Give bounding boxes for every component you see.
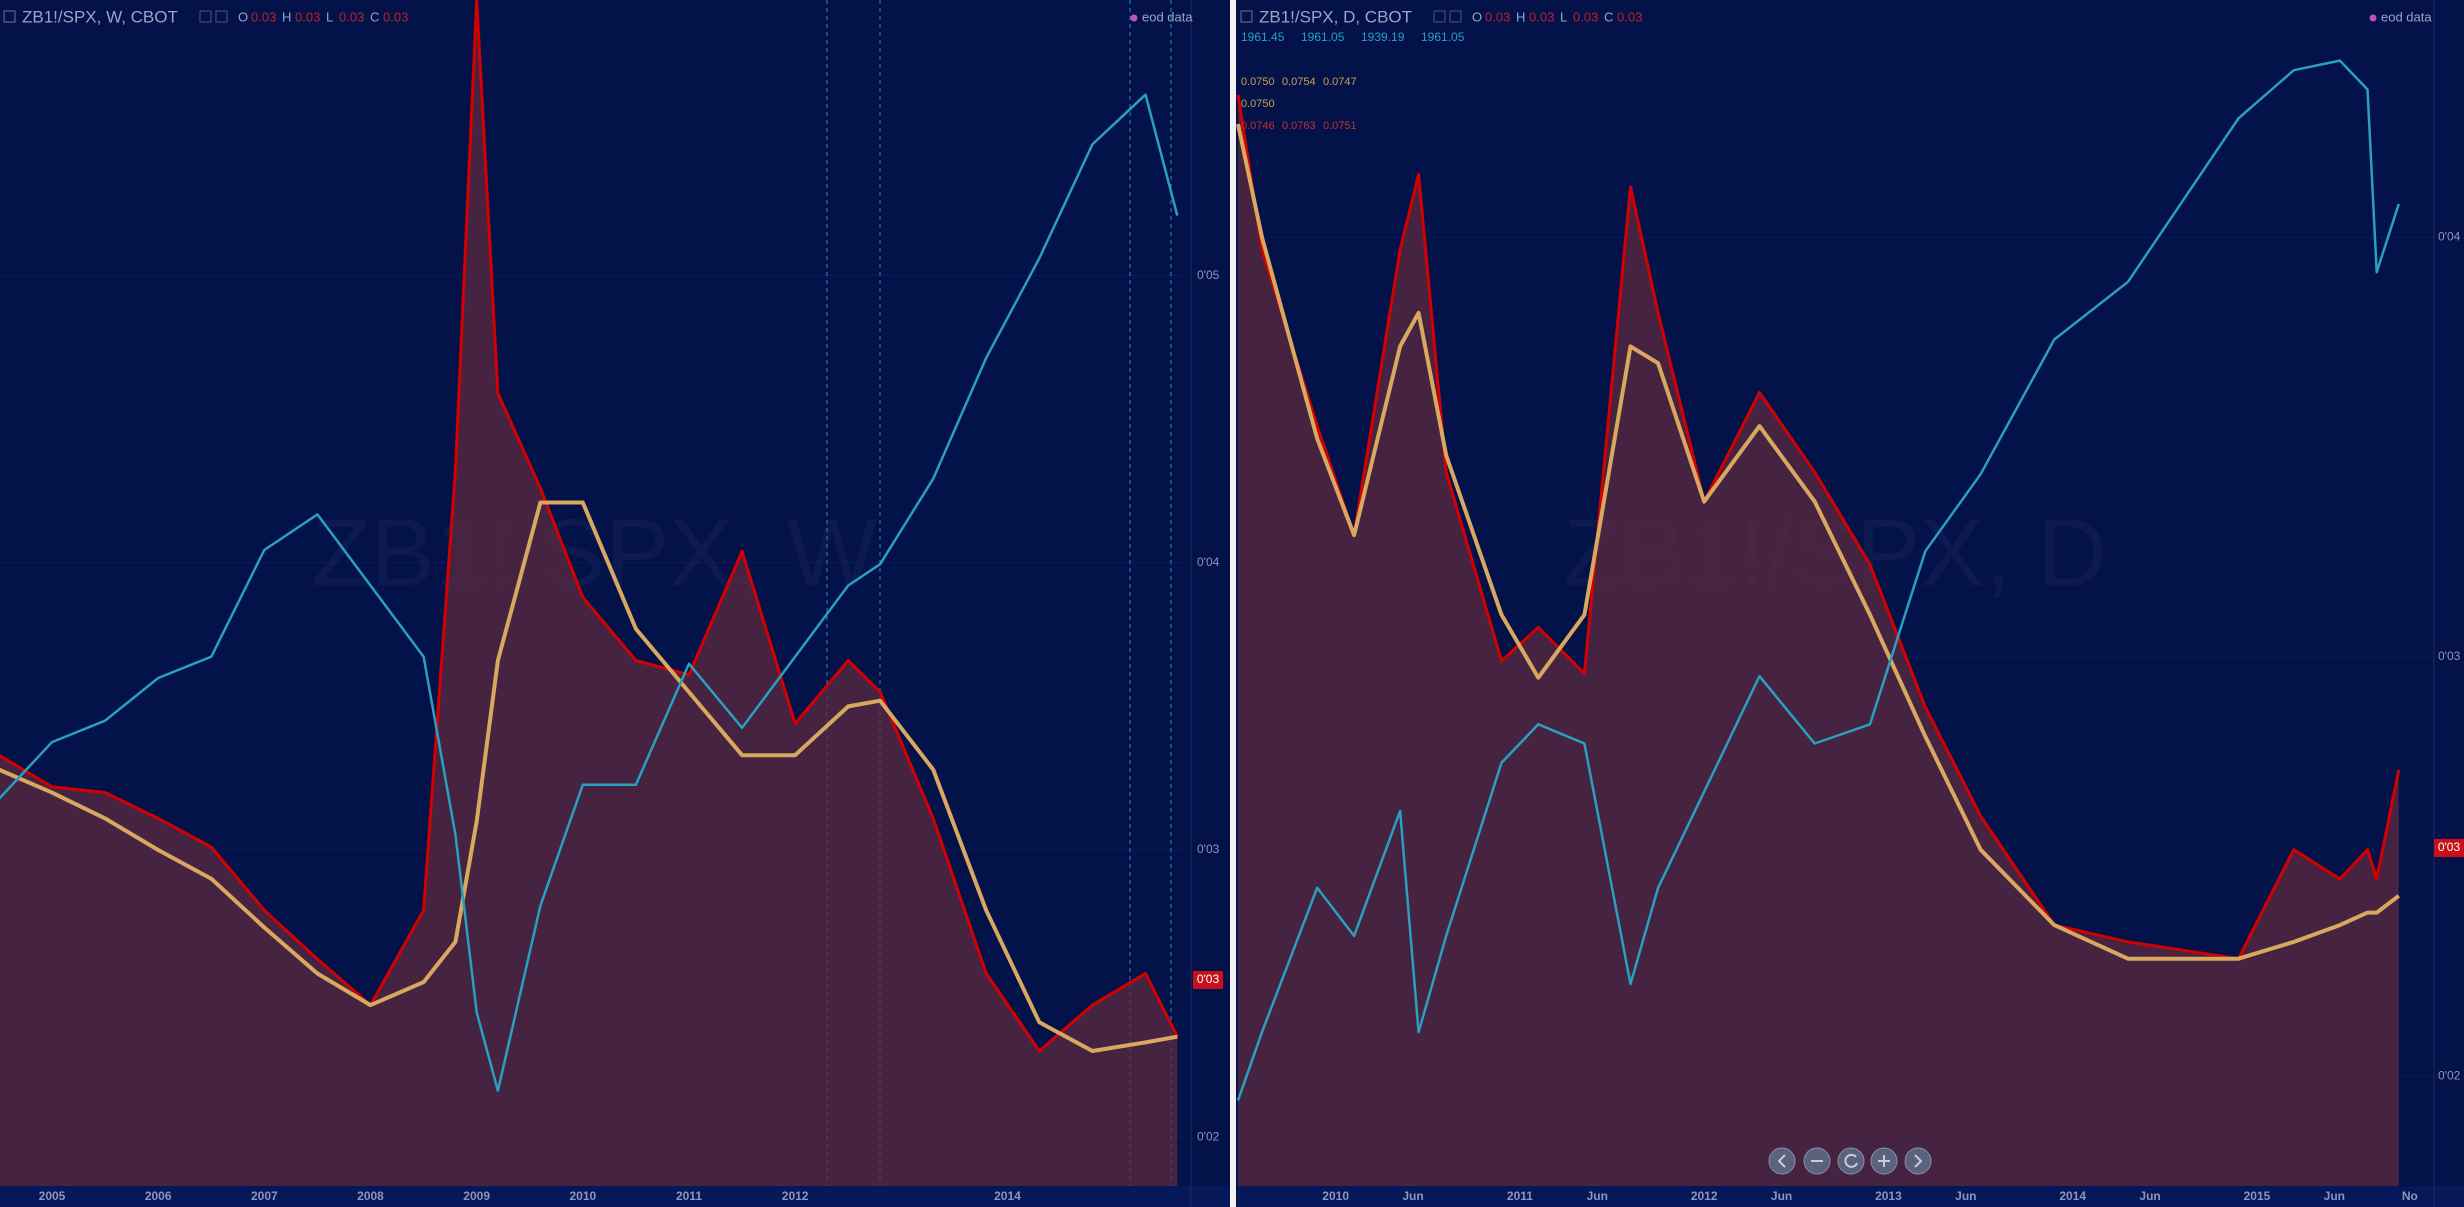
ohlc-label: O [238, 9, 248, 24]
price-badge-label: 0'03 [2438, 840, 2461, 854]
ohlc-label: L [1560, 9, 1567, 24]
y-tick-label: 0'03 [1197, 842, 1220, 856]
status-dot [1130, 14, 1138, 22]
price-badge [1193, 971, 1223, 989]
spx-value: 1961.05 [1301, 30, 1345, 44]
x-tick-label: 2005 [39, 1189, 66, 1203]
x-tick-label: No [2402, 1189, 2418, 1203]
y-tick-label: 0'04 [1197, 555, 1220, 569]
settings-icon[interactable] [215, 10, 228, 23]
ohlc-value: 0.03 [339, 9, 364, 24]
ohlc-label: C [1604, 9, 1613, 24]
glyph [1777, 1154, 1786, 1168]
x-tick-label: Jun [2324, 1189, 2345, 1203]
symbol-title[interactable]: ZB1!/SPX, D, CBOT [1259, 7, 1412, 26]
panel-divider[interactable] [1230, 0, 1236, 1207]
x-tick-label: 2014 [994, 1189, 1021, 1203]
series-line [0, 500, 1178, 1053]
x-tick-label: 2011 [676, 1189, 702, 1203]
area-line [1236, 94, 2401, 961]
navigation-glyphs [1777, 1153, 1923, 1168]
y-tick-label: 0'04 [2438, 230, 2461, 244]
y-tick-label: 0'05 [1197, 268, 1220, 282]
glyph [1914, 1154, 1923, 1168]
ohlc-value: 0.03 [1617, 9, 1642, 24]
indicator-value: 0.0751 [1323, 120, 1357, 132]
collapse-icon[interactable] [1240, 10, 1253, 23]
data-source: eod data [1142, 9, 1193, 24]
collapse-icon[interactable] [3, 10, 16, 23]
toggle-icon[interactable] [1433, 10, 1446, 23]
indicator-value: 0.0754 [1282, 76, 1316, 88]
x-tick-label: 2009 [463, 1189, 490, 1203]
data-source: eod data [2381, 9, 2432, 24]
glyph [1878, 1155, 1890, 1167]
x-tick-label: 2012 [782, 1189, 809, 1203]
ohlc-value: 0.03 [1573, 9, 1598, 24]
scroll-left-button[interactable] [1768, 1147, 1796, 1175]
price-badge-label: 0'03 [1197, 972, 1220, 986]
ohlc-label: H [1516, 9, 1525, 24]
x-tick-label: 2011 [1507, 1189, 1533, 1203]
header-left: ZB1!/SPX, W, CBOT eod data [3, 7, 1193, 26]
watermark: ZB1!/SPX, W [312, 499, 878, 606]
symbol-title[interactable]: ZB1!/SPX, W, CBOT [22, 7, 178, 26]
indicator-value: 0.0750 [1241, 98, 1275, 110]
x-tick-label: 2015 [2244, 1189, 2271, 1203]
scroll-right-button[interactable] [1904, 1147, 1932, 1175]
ohlc-value: 0.03 [383, 9, 408, 24]
x-tick-label: 2010 [569, 1189, 596, 1203]
settings-icon[interactable] [1449, 10, 1462, 23]
indicator-value: 0.0747 [1323, 76, 1357, 88]
price-badge [2434, 839, 2464, 857]
ohlc-value: 0.03 [1529, 9, 1554, 24]
indicator-value: 0.0746 [1241, 120, 1275, 132]
x-tick-label: Jun [2139, 1189, 2160, 1203]
y-tick-label: 0'02 [2438, 1068, 2461, 1082]
area-fill [1238, 94, 2399, 1186]
time-axis-strip [0, 1186, 1230, 1207]
x-tick-label: Jun [1587, 1189, 1608, 1203]
y-tick-label: 0'03 [2438, 649, 2461, 663]
time-axis-strip [1238, 1186, 2464, 1207]
area-line [0, 0, 1179, 1053]
x-tick-label: 2007 [251, 1189, 278, 1203]
area-fill [0, 0, 1178, 1186]
x-tick-label: 2014 [2059, 1189, 2086, 1203]
spx-value: 1961.05 [1421, 30, 1465, 44]
x-tick-label: Jun [1771, 1189, 1792, 1203]
spx-value: 1939.19 [1361, 30, 1405, 44]
cursor-lines [826, 0, 1172, 1186]
x-tick-label: Jun [1955, 1189, 1976, 1203]
x-tick-label: 2013 [1875, 1189, 1902, 1203]
header-right: ZB1!/SPX, D, CBOT eod data [1240, 7, 2432, 26]
reset-button[interactable] [1837, 1147, 1865, 1175]
x-tick-label: 2006 [145, 1189, 172, 1203]
ohlc-label: C [370, 9, 379, 24]
ohlc-label: L [326, 9, 333, 24]
toggle-icon[interactable] [199, 10, 212, 23]
ohlc-label: H [282, 9, 291, 24]
ohlc-value: 0.03 [1485, 9, 1510, 24]
glyph [1844, 1153, 1858, 1168]
status-dot [2369, 14, 2377, 22]
x-tick-label: Jun [1402, 1189, 1423, 1203]
x-tick-label: 2008 [357, 1189, 384, 1203]
spx-value: 1961.45 [1241, 30, 1285, 44]
series-line [1236, 123, 2401, 961]
ohlc-value: 0.03 [251, 9, 276, 24]
indicator-value: 0.0750 [1241, 76, 1275, 88]
ohlc-label: O [1472, 9, 1482, 24]
series-line [0, 93, 1179, 1092]
indicator-value: 0.0763 [1282, 120, 1316, 132]
ohlc-value: 0.03 [295, 9, 320, 24]
series-line [1236, 59, 2400, 1101]
x-tick-label: 2012 [1691, 1189, 1718, 1203]
y-tick-label: 0'02 [1197, 1129, 1220, 1143]
x-tick-label: 2010 [1322, 1189, 1349, 1203]
